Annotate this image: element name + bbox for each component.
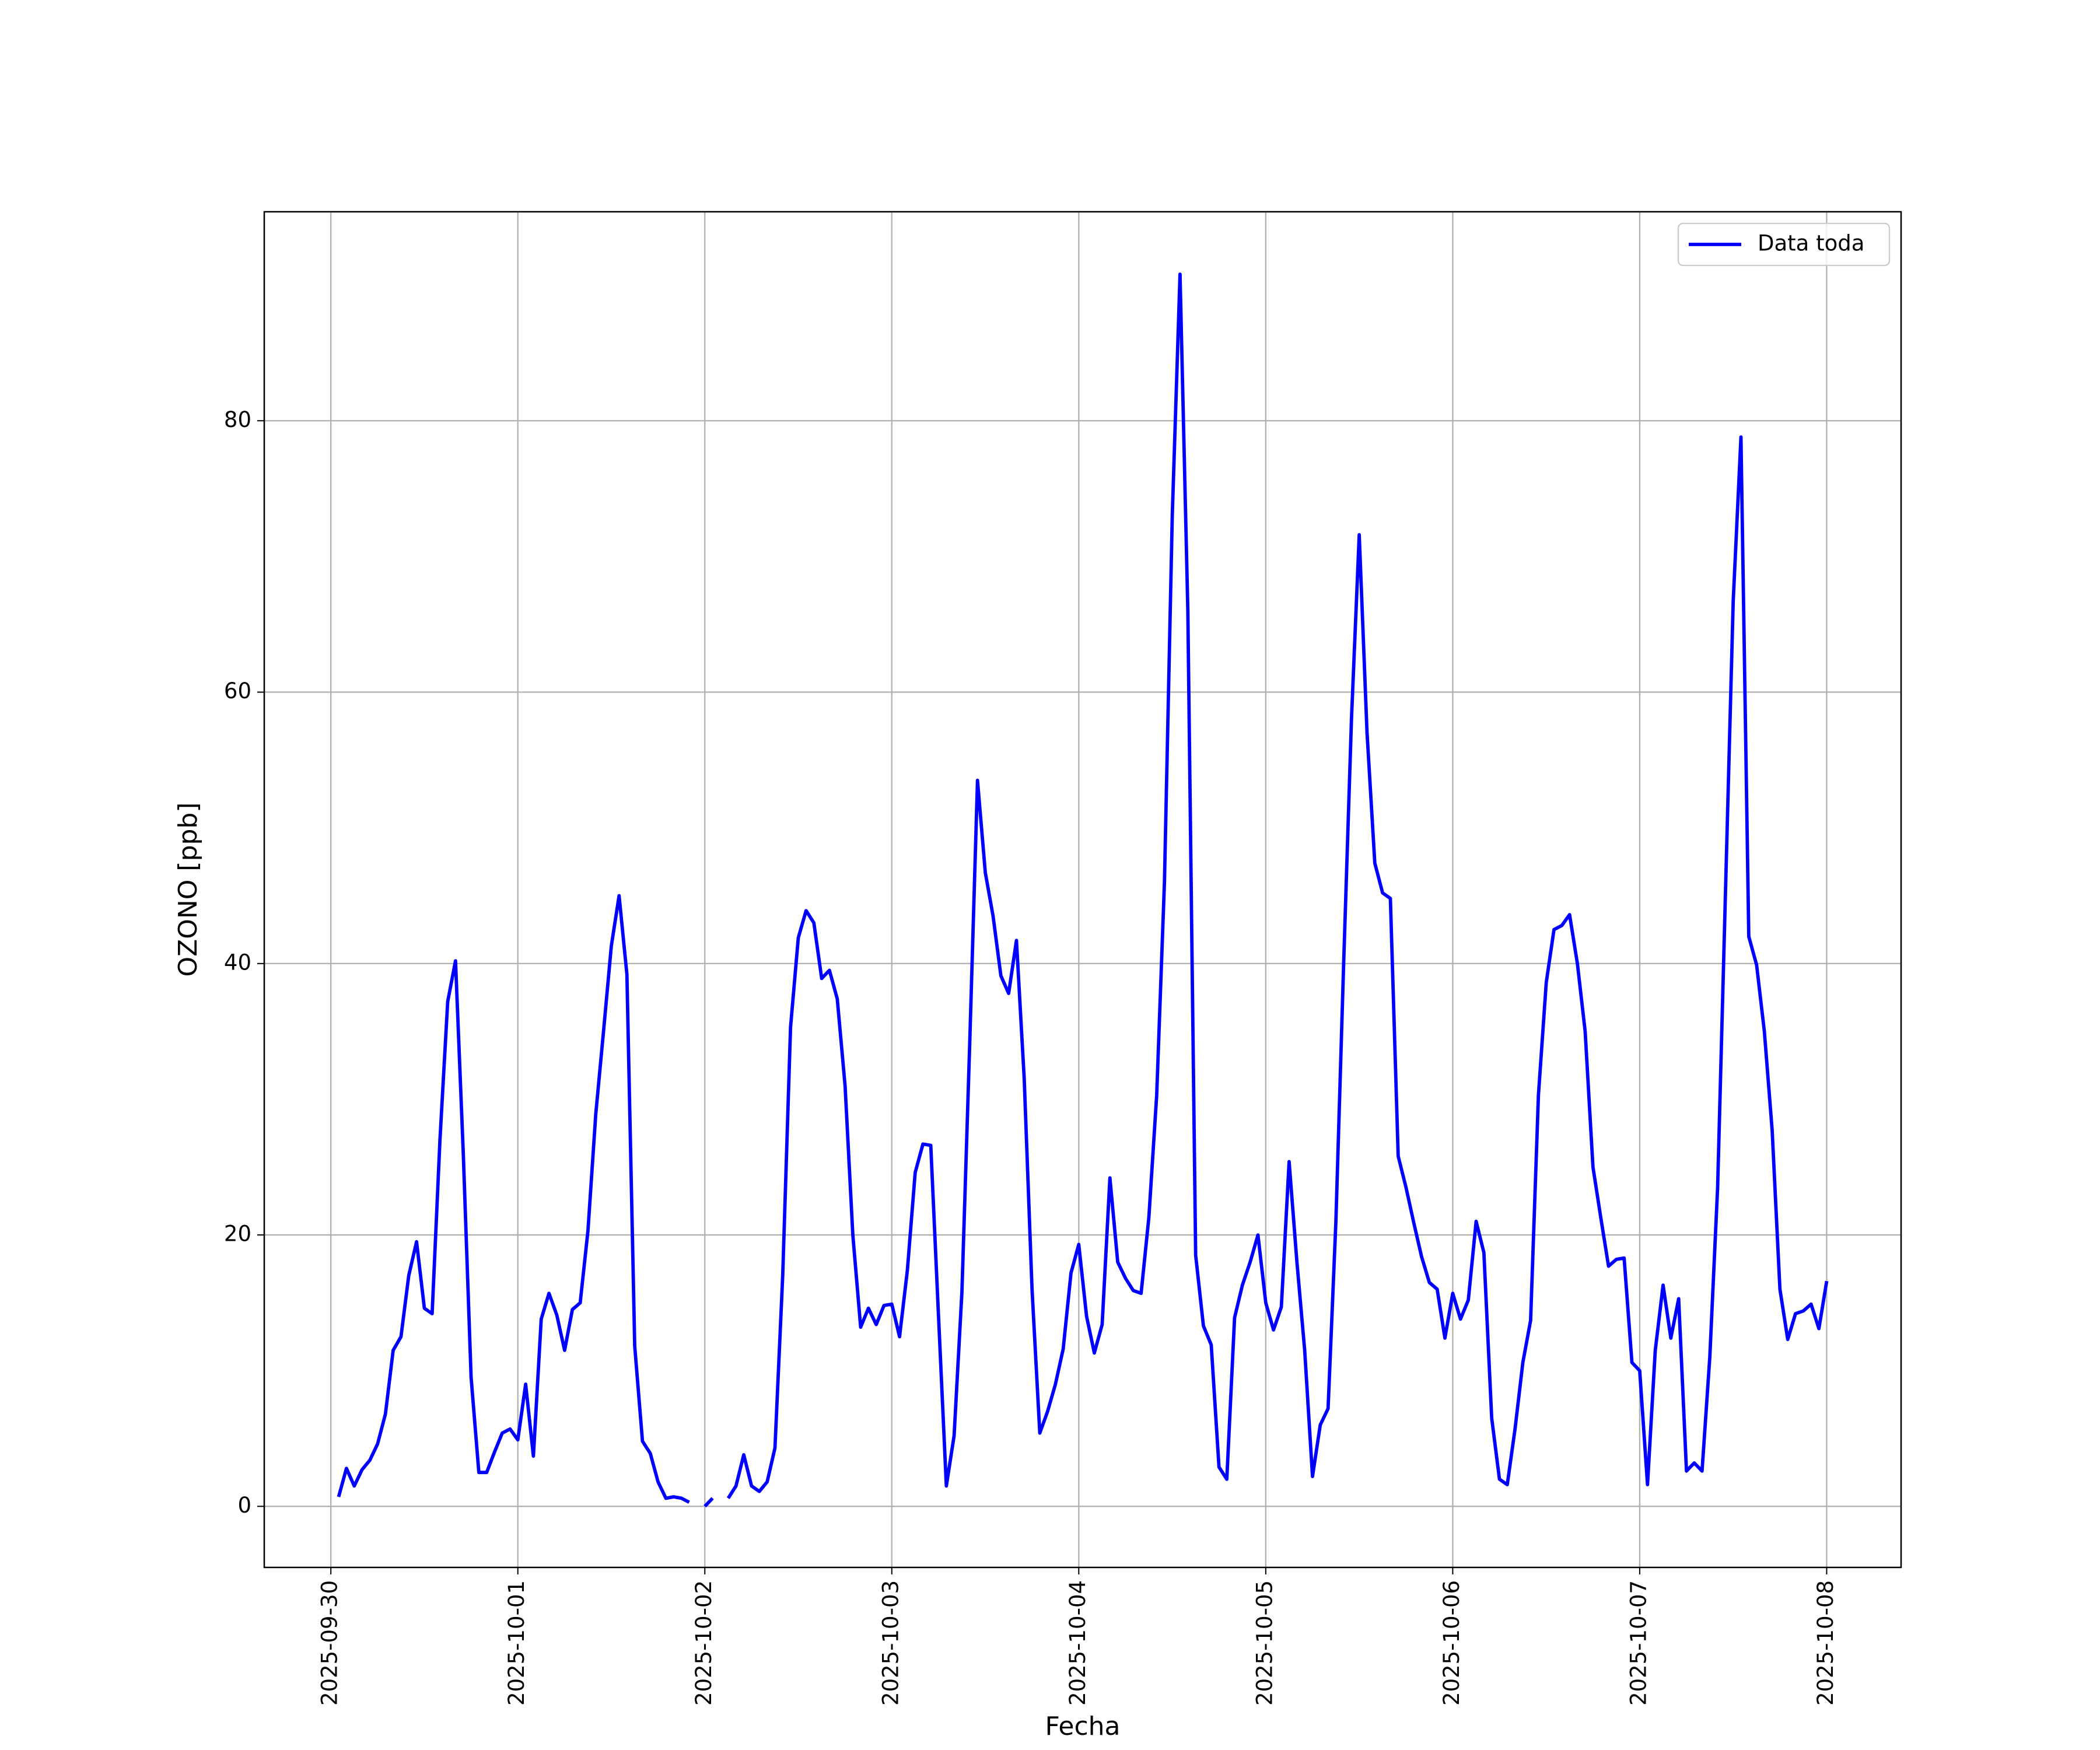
- y-tick-label: 20: [224, 1222, 251, 1247]
- y-tick-label: 40: [224, 950, 251, 975]
- x-tick-label: 2025-09-30: [317, 1580, 342, 1706]
- y-axis-label: OZONO [ppb]: [173, 802, 203, 977]
- y-tick-label: 60: [224, 678, 251, 704]
- legend-box: [1677, 222, 1891, 267]
- data-line: [337, 272, 1829, 1508]
- x-tick-label: 2025-10-02: [691, 1580, 716, 1706]
- legend-label: Data toda: [1758, 231, 1864, 256]
- x-tick-label: 2025-10-04: [1065, 1580, 1090, 1706]
- x-tick-label: 2025-10-01: [504, 1580, 529, 1706]
- y-tick-label: 80: [224, 407, 251, 432]
- x-tick-label: 2025-10-05: [1252, 1580, 1277, 1706]
- y-tick-label: 0: [237, 1493, 251, 1518]
- x-tick-label: 2025-10-06: [1439, 1580, 1464, 1706]
- plot-frame: [263, 211, 1902, 1569]
- x-tick-label: 2025-10-03: [878, 1580, 903, 1706]
- x-tick-label: 2025-10-07: [1626, 1580, 1651, 1706]
- x-axis-label: Fecha: [1045, 1712, 1120, 1741]
- x-tick-label: 2025-10-08: [1813, 1580, 1838, 1706]
